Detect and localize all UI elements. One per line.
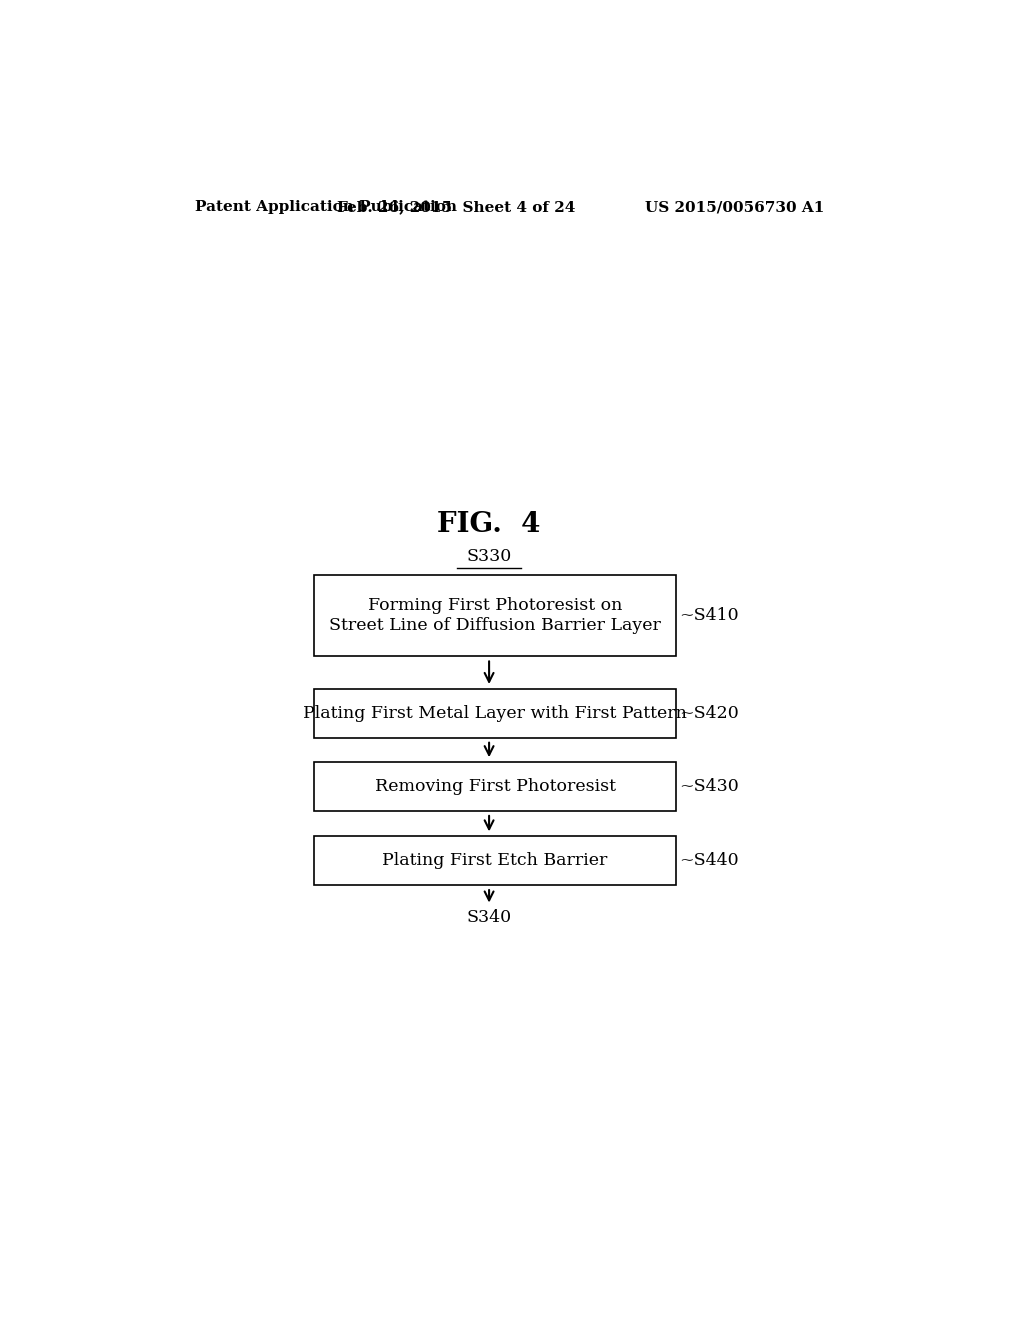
Text: Plating First Etch Barrier: Plating First Etch Barrier <box>382 853 607 870</box>
Text: S320: S320 <box>467 583 512 599</box>
Text: Forming First Photoresist on
Street Line of Diffusion Barrier Layer: Forming First Photoresist on Street Line… <box>329 598 660 634</box>
Bar <box>314 837 676 886</box>
Text: ~S440: ~S440 <box>680 853 739 870</box>
Text: Removing First Photoresist: Removing First Photoresist <box>375 777 615 795</box>
Text: ~S420: ~S420 <box>680 705 739 722</box>
Bar <box>314 576 676 656</box>
Bar <box>314 762 676 810</box>
Text: US 2015/0056730 A1: US 2015/0056730 A1 <box>645 201 824 214</box>
Text: Plating First Metal Layer with First Pattern: Plating First Metal Layer with First Pat… <box>303 705 687 722</box>
Bar <box>314 689 676 738</box>
Text: ~S410: ~S410 <box>680 607 739 624</box>
Text: S330: S330 <box>467 548 512 565</box>
Text: S340: S340 <box>467 909 512 927</box>
Text: FIG.  4: FIG. 4 <box>437 511 541 537</box>
Text: ~S430: ~S430 <box>680 777 739 795</box>
Text: Patent Application Publication: Patent Application Publication <box>196 201 458 214</box>
Text: Feb. 26, 2015  Sheet 4 of 24: Feb. 26, 2015 Sheet 4 of 24 <box>337 201 574 214</box>
